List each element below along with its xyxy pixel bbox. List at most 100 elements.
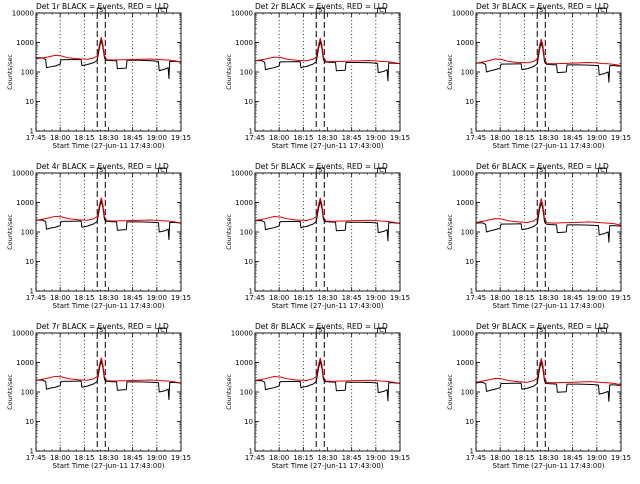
x-tick-label: 17:45	[245, 454, 265, 462]
y-tick-label: 10000	[452, 330, 474, 338]
x-tick-label: 18:00	[50, 134, 70, 142]
y-tick-label: 1	[30, 288, 34, 296]
y-tick-label: 10000	[231, 10, 253, 18]
flag-bracket	[96, 327, 106, 333]
detector-panel: S C 1 10 100 1000 10000 17:45 18:00 18:15 18:30 18:…	[225, 322, 410, 470]
flag-bracket	[377, 7, 386, 13]
panel-title: Det 2r BLACK = Events, RED = LLD	[255, 2, 388, 11]
x-tick-label: 19:00	[366, 454, 386, 462]
flag-bracket	[536, 7, 546, 13]
x-tick-label: 19:15	[611, 134, 631, 142]
events-line	[475, 361, 621, 402]
y-tick-label: 100	[461, 69, 474, 77]
x-tick-label: 19:15	[611, 454, 631, 462]
x-tick-label: 19:00	[147, 454, 167, 462]
flag-label: S	[318, 326, 322, 334]
x-tick-label: 17:45	[466, 454, 486, 462]
x-tick-label: 18:00	[50, 294, 70, 302]
flag-label: C	[160, 166, 165, 174]
x-tick-label: 18:45	[123, 294, 143, 302]
x-tick-label: 17:45	[245, 294, 265, 302]
flag-bracket	[536, 167, 546, 173]
x-tick-label: 18:00	[490, 294, 510, 302]
x-tick-label: 18:00	[50, 454, 70, 462]
flag-bracket	[315, 167, 325, 173]
y-tick-label: 100	[21, 229, 34, 237]
y-tick-label: 100	[21, 389, 34, 397]
x-tick-label: 18:45	[123, 134, 143, 142]
y-tick-label: 10	[244, 98, 253, 106]
y-tick-label: 1000	[235, 199, 253, 207]
x-tick-label: 19:00	[147, 134, 167, 142]
y-tick-label: 10000	[12, 170, 34, 178]
panel-title: Det 6r BLACK = Events, RED = LLD	[476, 162, 609, 171]
detector-panel: S C 1 10 100 1000 10000 17:45 18:00 18:15 18:30 18:…	[446, 322, 631, 470]
y-tick-label: 10	[244, 418, 253, 426]
x-tick-label: 19:00	[366, 294, 386, 302]
panel-title: Det 8r BLACK = Events, RED = LLD	[255, 322, 388, 331]
y-tick-label: 1000	[16, 199, 34, 207]
y-tick-label: 1	[30, 128, 34, 136]
x-tick-label: 18:30	[98, 134, 118, 142]
events-line	[254, 200, 400, 242]
y-tick-label: 10000	[231, 170, 253, 178]
y-tick-label: 10	[465, 258, 474, 266]
x-tick-label: 18:30	[317, 454, 337, 462]
x-tick-label: 17:45	[26, 294, 46, 302]
x-tick-label: 18:15	[74, 134, 94, 142]
events-line	[475, 42, 621, 83]
x-tick-label: 17:45	[26, 134, 46, 142]
flag-bracket	[598, 7, 607, 13]
detector-panel: S C 1 10 100 1000 10000 17:45 18:00 18:15 18:30 18:…	[6, 2, 191, 150]
flag-bracket	[96, 7, 106, 13]
y-tick-label: 1	[249, 128, 253, 136]
x-tick-label: 17:45	[466, 294, 486, 302]
y-tick-label: 10000	[452, 170, 474, 178]
flag-label: C	[379, 326, 384, 334]
panel-title: Det 1r BLACK = Events, RED = LLD	[36, 2, 169, 11]
x-tick-label: 19:15	[171, 294, 191, 302]
y-axis-label: Counts/sec	[225, 374, 233, 410]
lld-line	[254, 197, 401, 224]
events-line	[254, 40, 400, 82]
x-tick-label: 18:15	[74, 294, 94, 302]
flag-label: S	[539, 326, 543, 334]
x-tick-label: 18:00	[490, 454, 510, 462]
events-line	[35, 200, 181, 241]
flag-bracket	[598, 327, 607, 333]
events-line	[35, 39, 181, 80]
flag-bracket	[158, 167, 167, 173]
x-tick-label: 18:15	[514, 134, 534, 142]
x-axis-label: Start Time (27-Jun-11 17:43:00)	[493, 462, 605, 470]
flag-label: C	[160, 6, 165, 14]
x-tick-label: 18:15	[293, 134, 313, 142]
y-tick-label: 1	[470, 448, 474, 456]
flag-label: S	[318, 6, 322, 14]
y-tick-label: 100	[240, 229, 253, 237]
x-tick-label: 18:15	[514, 294, 534, 302]
lld-line	[475, 38, 622, 67]
x-tick-label: 18:00	[269, 134, 289, 142]
y-tick-label: 1000	[235, 39, 253, 47]
x-tick-label: 19:00	[587, 454, 607, 462]
y-tick-label: 10000	[12, 10, 34, 18]
y-tick-label: 10	[465, 98, 474, 106]
x-tick-label: 18:00	[269, 294, 289, 302]
x-tick-label: 18:45	[123, 454, 143, 462]
x-tick-label: 18:45	[563, 134, 583, 142]
y-tick-label: 10	[465, 418, 474, 426]
x-tick-label: 18:45	[342, 134, 362, 142]
y-tick-label: 100	[461, 389, 474, 397]
y-axis-label: Counts/sec	[446, 214, 454, 250]
flag-label: S	[539, 166, 543, 174]
y-axis-label: Counts/sec	[6, 54, 14, 90]
x-tick-label: 18:15	[514, 454, 534, 462]
flag-label: C	[379, 166, 384, 174]
y-tick-label: 1000	[235, 359, 253, 367]
flag-bracket	[315, 327, 325, 333]
y-tick-label: 100	[461, 229, 474, 237]
y-tick-label: 1	[30, 448, 34, 456]
x-tick-label: 19:15	[390, 134, 410, 142]
events-line	[254, 360, 400, 402]
